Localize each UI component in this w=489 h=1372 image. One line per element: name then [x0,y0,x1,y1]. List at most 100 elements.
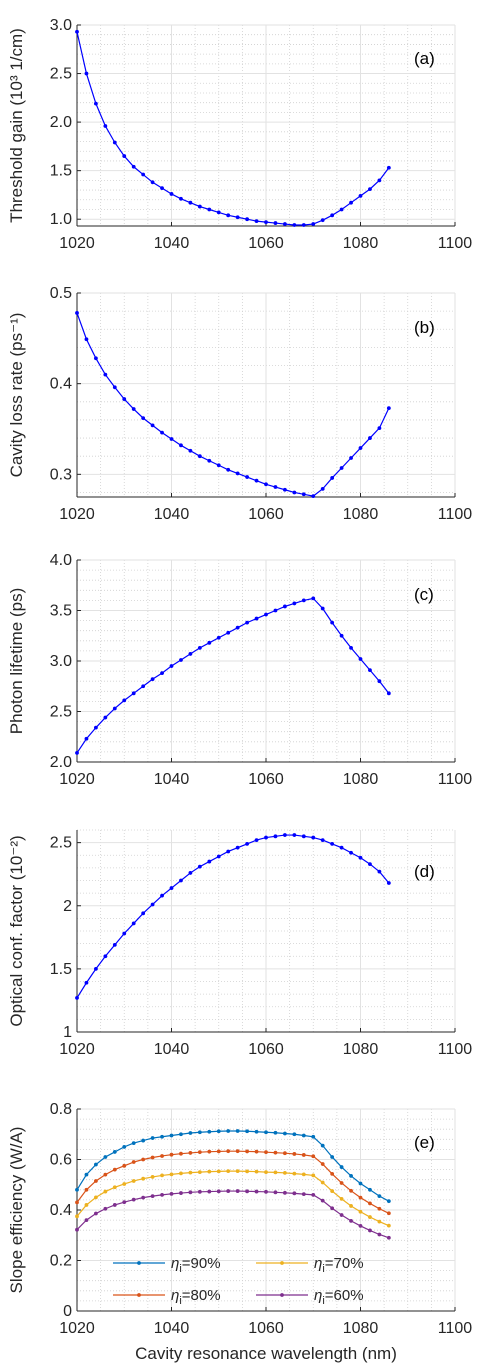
data-point [150,1194,155,1199]
data-point [141,1157,146,1162]
data-point [160,671,164,676]
data-point [179,1191,183,1195]
data-point [311,222,316,226]
legend-marker [280,1293,284,1297]
series-line-1 [76,312,390,497]
panel-label: (c) [414,585,434,604]
x-tick-label: 1080 [343,1320,379,1337]
data-point [245,1189,250,1194]
data-point [169,1191,174,1196]
data-point [235,625,240,630]
y-tick-label: 0.8 [50,1101,72,1118]
x-tick-label: 1020 [59,771,95,788]
x-tick-label: 1100 [438,771,473,788]
data-point [377,1206,382,1211]
data-point [377,1194,382,1199]
x-tick-label: 1040 [154,506,190,523]
data-point [245,217,250,222]
data-point [179,1171,183,1176]
data-point [94,725,98,730]
data-point [131,691,136,696]
data-point [301,1133,306,1138]
data-point [301,1153,306,1157]
data-point [235,1189,240,1193]
data-point [216,854,221,859]
data-point [311,1192,316,1197]
data-point [94,101,98,106]
data-point [141,1138,146,1143]
data-point [235,1149,240,1154]
data-point [122,1182,127,1186]
x-tick-label: 1060 [248,506,284,523]
y-tick-label: 0.5 [50,285,72,302]
x-tick-label: 1080 [343,235,379,252]
y-tick-label: 2.5 [50,66,72,83]
data-point [358,193,363,198]
data-point [188,652,193,656]
data-point [179,196,183,201]
x-tick-label: 1060 [248,1041,284,1058]
legend-label: ηi=60% [314,1287,364,1307]
data-point [349,1188,353,1193]
data-point [207,458,212,463]
data-point [330,476,335,480]
series-line-2 [76,1150,390,1214]
data-point [75,1187,79,1192]
data-point [169,192,174,196]
data-point [103,1172,108,1177]
y-tick-label: 0.6 [50,1152,72,1169]
data-point [264,1130,268,1135]
data-point [216,635,221,640]
data-point [311,596,316,601]
data-point [141,416,146,421]
data-point [84,1218,89,1222]
data-point [226,849,231,854]
x-axis-label: Cavity resonance wavelength (nm) [135,1344,397,1363]
data-point [207,1149,212,1154]
panel-label: (a) [414,49,435,68]
data-point [112,1150,117,1154]
legend-marker [280,1261,284,1265]
data-point [264,1150,268,1155]
data-point [292,601,297,606]
x-tick-label: 1060 [248,1320,284,1337]
data-point [311,1154,316,1159]
chart-panel-5: 1020 1040 1060 1080 1100 0 0.2 0.4 0.6 0.8 Slope e… [7,1101,472,1363]
data-point [150,1155,155,1160]
chart-panel-1: 1020 1040 1060 1080 1100 1.0 1.5 2.0 2.5 3.0 Thres… [7,17,472,252]
data-point [245,1149,250,1154]
data-point [141,172,146,177]
x-tick-label: 1040 [154,1320,190,1337]
data-point [283,222,287,226]
data-point [197,1150,202,1155]
data-point [368,436,372,440]
data-point [386,881,391,885]
data-point [377,869,382,874]
data-point [84,980,89,985]
data-point [131,1197,136,1202]
x-tick-label: 1040 [154,235,190,252]
data-point [358,1195,363,1200]
data-point [94,966,98,971]
data-point [339,1181,344,1185]
data-point [84,1172,89,1177]
data-point [264,835,268,840]
x-tick-label: 1020 [59,1041,95,1058]
data-point [283,1131,287,1136]
data-point [283,604,287,609]
data-point [216,210,221,215]
data-point [179,878,183,883]
data-point [264,1170,268,1175]
data-point [254,478,259,483]
data-point [311,1134,316,1139]
data-point [292,833,297,837]
data-point [75,751,79,755]
data-point [112,385,117,390]
y-tick-label: 0.2 [50,1253,72,1270]
data-point [235,215,240,220]
data-point [264,482,268,487]
data-point [339,466,344,470]
data-point [339,633,344,638]
data-point [179,658,183,662]
